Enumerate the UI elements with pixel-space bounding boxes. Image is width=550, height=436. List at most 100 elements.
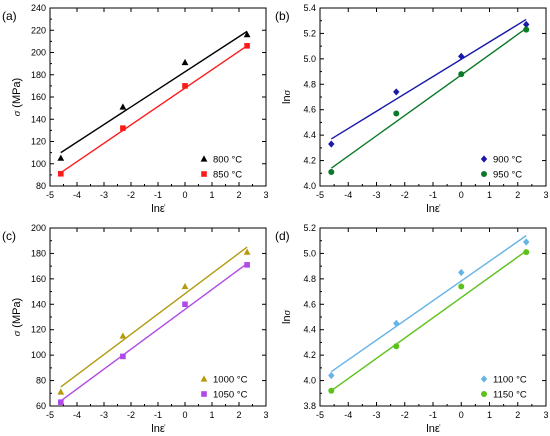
- data-point: [393, 110, 400, 117]
- x-tick-label: -3: [372, 190, 380, 200]
- chart-panel: -5 -4 -3 -2 -1 0 1 2 3 60 80 100 120 140 160 180 200 lnε̇…: [2, 223, 269, 435]
- data-point: [244, 43, 250, 49]
- y-tick-label: 140: [31, 114, 46, 124]
- legend-label: 900 °C: [493, 155, 522, 166]
- legend-label: 850 °C: [213, 170, 242, 181]
- legend-marker: [200, 155, 208, 162]
- data-point: [58, 399, 64, 405]
- panel-label: (d): [275, 229, 290, 243]
- y-axis-title: lnσ: [281, 89, 293, 104]
- y-tick-label: 120: [31, 137, 46, 147]
- data-point: [181, 58, 189, 66]
- legend-marker: [201, 171, 207, 177]
- y-tick-label: 60: [36, 401, 46, 411]
- y-tick-label: 5.0: [303, 248, 316, 258]
- x-tick-label: 1: [209, 410, 214, 420]
- data-point: [393, 343, 400, 350]
- x-tick-label: 1: [487, 190, 492, 200]
- x-tick-label: -4: [344, 190, 352, 200]
- x-tick-label: -2: [401, 410, 409, 420]
- y-tick-label: 200: [31, 48, 46, 58]
- y-tick-label: 3.8: [303, 401, 316, 411]
- y-tick-label: 80: [36, 376, 46, 386]
- data-point: [523, 26, 530, 33]
- fit-line: [330, 18, 527, 140]
- data-point: [244, 262, 250, 268]
- y-tick-label: 4.0: [303, 181, 316, 191]
- y-tick-label: 4.8: [303, 274, 316, 284]
- x-tick-label: -2: [127, 410, 135, 420]
- data-point: [458, 283, 465, 290]
- data-point: [328, 169, 335, 176]
- x-tick-label: -1: [429, 410, 437, 420]
- fit-line: [330, 250, 527, 392]
- series: [57, 30, 251, 161]
- legend-label: 800 °C: [213, 155, 242, 166]
- data-point: [393, 88, 400, 96]
- x-tick-label: -4: [73, 410, 81, 420]
- data-point: [523, 20, 530, 29]
- x-tick-label: -5: [316, 190, 324, 200]
- x-tick-label: 2: [515, 410, 520, 420]
- legend-marker: [201, 391, 207, 397]
- y-tick-label: 180: [31, 70, 46, 80]
- y-tick-label: 4.0: [303, 376, 316, 386]
- data-point: [328, 371, 335, 380]
- x-tick-label: -1: [429, 190, 437, 200]
- y-tick-label: 4.8: [303, 79, 316, 89]
- x-tick-label: -2: [401, 190, 409, 200]
- y-tick-label: 100: [31, 350, 46, 360]
- x-tick-label: -4: [344, 410, 352, 420]
- y-tick-label: 100: [31, 159, 46, 169]
- x-axis-title: lnε̇: [151, 203, 165, 215]
- x-tick-label: -3: [100, 190, 108, 200]
- data-point: [458, 268, 465, 277]
- legend-marker: [480, 155, 488, 163]
- x-tick-label: -3: [372, 410, 380, 420]
- data-point: [181, 282, 189, 290]
- data-point: [57, 154, 65, 161]
- x-tick-label: 0: [459, 190, 464, 200]
- chart-panel: -5 -4 -3 -2 -1 0 1 2 3 80 100 120 140 160 180 200 220 240…: [2, 3, 269, 215]
- panel-label: (b): [275, 9, 290, 23]
- legend-marker: [481, 171, 487, 177]
- x-tick-label: 3: [543, 190, 548, 200]
- y-tick-label: 5.4: [303, 3, 316, 13]
- data-point: [243, 248, 251, 255]
- legend-marker: [200, 375, 208, 382]
- y-tick-label: 140: [31, 299, 46, 309]
- legend-label: 1100 °C: [493, 375, 527, 386]
- x-tick-label: 0: [182, 190, 187, 200]
- x-tick-label: -2: [127, 190, 135, 200]
- x-tick-label: -5: [46, 410, 54, 420]
- data-point: [523, 238, 530, 246]
- data-point: [393, 319, 400, 327]
- legend: 1000 °C 1050 °C: [200, 375, 248, 401]
- data-point: [57, 388, 65, 395]
- y-tick-label: 220: [31, 25, 46, 35]
- series: [58, 43, 250, 177]
- fit-line: [60, 45, 248, 174]
- x-tick-label: 2: [515, 190, 520, 200]
- y-tick-label: 5.0: [303, 54, 316, 64]
- legend: 800 °C 850 °C: [200, 155, 242, 181]
- x-tick-label: -4: [73, 190, 81, 200]
- y-tick-label: 180: [31, 248, 46, 258]
- x-tick-label: 2: [236, 190, 241, 200]
- legend-label: 950 °C: [493, 170, 522, 181]
- legend-label: 1050 °C: [213, 390, 248, 401]
- data-point: [523, 249, 530, 256]
- y-tick-label: 240: [31, 3, 46, 13]
- y-tick-label: 4.2: [303, 350, 316, 360]
- data-point: [58, 170, 64, 177]
- legend: 1100 °C 1150 °C: [480, 375, 527, 401]
- x-tick-label: 1: [487, 410, 492, 420]
- series: [328, 235, 530, 380]
- x-tick-label: 2: [236, 410, 241, 420]
- fit-line: [330, 27, 527, 169]
- data-point: [458, 71, 465, 78]
- x-tick-label: -1: [154, 190, 162, 200]
- x-tick-label: 1: [209, 190, 214, 200]
- fit-line: [60, 263, 248, 402]
